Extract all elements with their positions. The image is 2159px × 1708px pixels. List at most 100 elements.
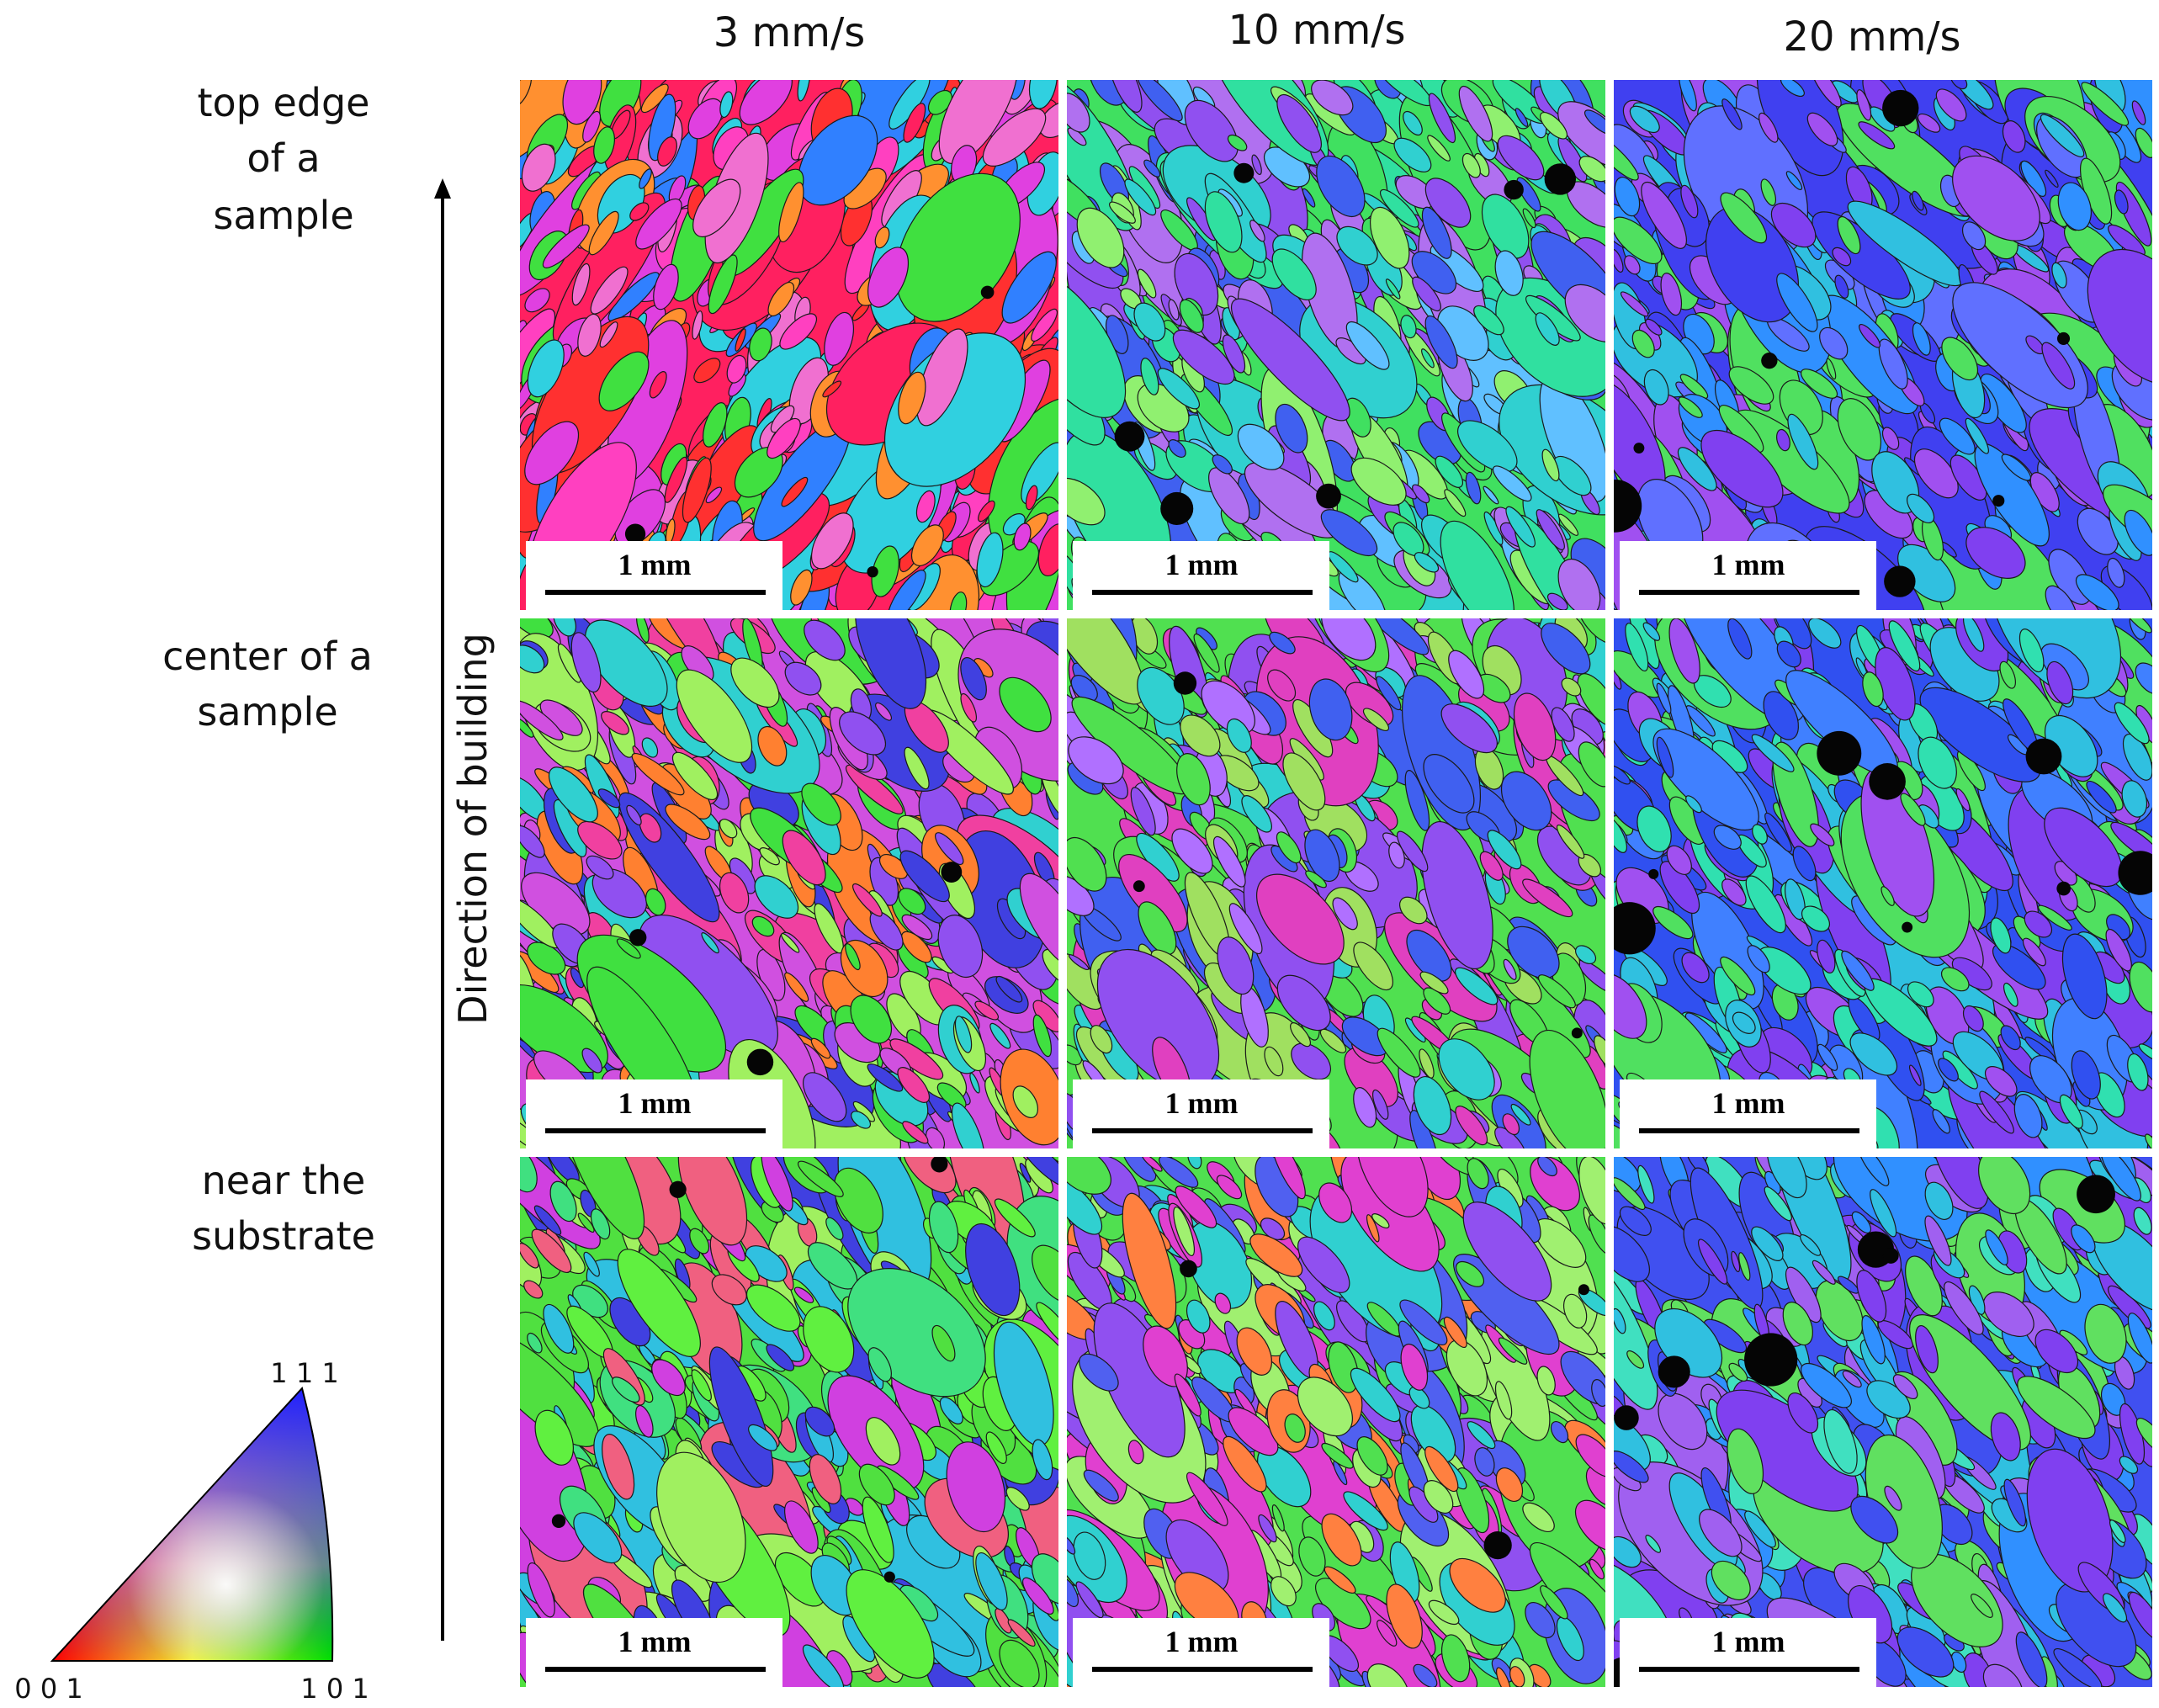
grain [1577, 673, 1605, 727]
grain [1961, 221, 1987, 251]
grain [1067, 1536, 1076, 1555]
grain [1328, 1341, 1359, 1393]
grain [778, 182, 804, 243]
grain [1659, 861, 1700, 915]
grain [897, 1067, 931, 1103]
grain [1575, 1434, 1605, 1477]
grain [1939, 417, 1976, 455]
grain [570, 632, 602, 693]
grain [1685, 795, 1702, 814]
grain [635, 1404, 654, 1438]
pore [1817, 730, 1862, 776]
grain [1007, 1619, 1036, 1647]
grain [1276, 974, 1331, 1032]
grain [2024, 910, 2053, 938]
grain [602, 1434, 635, 1500]
grain [803, 1072, 847, 1122]
grain [1614, 216, 1663, 264]
grain [779, 313, 817, 350]
grain [1938, 1058, 1959, 1082]
grain [2059, 1094, 2083, 1129]
grain [1455, 1106, 1488, 1146]
grain [801, 782, 841, 826]
grain [1481, 194, 1530, 259]
grain [1321, 618, 1377, 661]
grain [599, 321, 618, 348]
scale-box [526, 541, 782, 610]
grain [2003, 982, 2018, 1007]
grain [1494, 1127, 1526, 1148]
grain [520, 1243, 539, 1269]
grain [1457, 420, 1518, 473]
grain [1067, 270, 1127, 418]
grain [730, 657, 780, 708]
grain [1668, 618, 1700, 684]
grain [839, 711, 887, 756]
pore [883, 1571, 895, 1583]
grain [1837, 215, 1861, 255]
row-label: sample [213, 193, 353, 238]
grain [520, 825, 545, 858]
pore [1114, 421, 1145, 452]
grain [1067, 1577, 1079, 1608]
grain [1186, 1299, 1211, 1334]
grain [1629, 105, 1660, 134]
grain [521, 143, 556, 192]
grain [1764, 812, 1792, 852]
grain [1423, 1480, 1454, 1514]
grain [1121, 1157, 1157, 1182]
grain [1507, 926, 1560, 979]
grain [1302, 188, 1316, 208]
grain [1169, 625, 1210, 718]
grain [1393, 137, 1432, 172]
grain [1900, 793, 1926, 826]
grain [1850, 1495, 1899, 1544]
grain [1228, 1407, 1279, 1456]
grain [951, 1102, 985, 1148]
pore [551, 1514, 566, 1529]
ebsd-map: 1 mm [520, 1157, 1058, 1687]
pore [1648, 868, 1659, 879]
scale-box [1073, 541, 1329, 610]
grain [938, 80, 1019, 165]
grain [1780, 80, 1805, 98]
grain [1562, 1293, 1588, 1329]
grain [1752, 824, 1768, 845]
grain [1438, 1038, 1495, 1101]
grain [1414, 552, 1440, 573]
grain [2131, 100, 2146, 125]
grain [1138, 901, 1177, 956]
grain [1834, 274, 1849, 299]
grain [1982, 1663, 2024, 1687]
grain [577, 820, 623, 860]
grain [1965, 417, 1989, 454]
grain [573, 1512, 623, 1564]
grain [1502, 1113, 1520, 1136]
grain [2071, 1224, 2096, 1254]
grain [759, 847, 780, 866]
grain [1713, 825, 1742, 850]
grain [937, 915, 984, 979]
scale-bar [1092, 1128, 1313, 1133]
grain [1075, 1581, 1104, 1619]
grain [1505, 506, 1536, 548]
column-header: 3 mm/s [713, 9, 866, 56]
scale-bar [1639, 590, 1859, 595]
scale-box [1620, 1079, 1876, 1148]
grain [989, 1022, 1011, 1049]
grain [588, 210, 619, 256]
grain [590, 1208, 611, 1240]
grain [543, 1303, 575, 1354]
grain [1574, 1499, 1605, 1552]
grain [1212, 454, 1233, 475]
grain [845, 943, 861, 971]
grain [1636, 805, 1672, 852]
grain [1728, 1362, 1748, 1382]
pore [1233, 162, 1255, 183]
grain [960, 657, 987, 701]
grain [1500, 771, 1552, 831]
pore [1483, 1530, 1512, 1560]
grain [1990, 618, 2122, 699]
grain [1076, 207, 1125, 268]
grain [1042, 948, 1058, 985]
